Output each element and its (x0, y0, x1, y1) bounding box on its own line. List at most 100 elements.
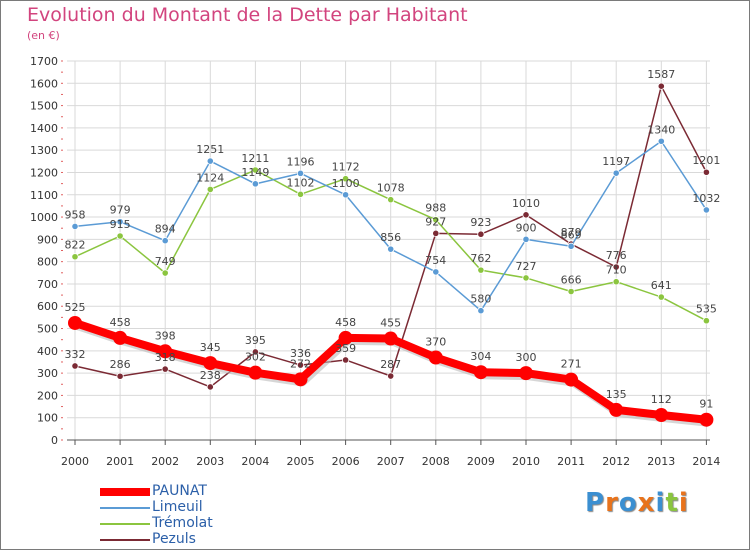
data-label-tremolat: 915 (110, 218, 131, 231)
y-tick-label: 1300 (30, 144, 58, 157)
y-tick-label: 1600 (30, 77, 58, 90)
data-label-pezuls: 286 (110, 358, 131, 371)
point-limeuil (71, 222, 79, 231)
point-limeuil (387, 245, 395, 253)
point-tremolat (251, 166, 259, 174)
data-label-tremolat: 727 (516, 260, 537, 273)
legend-swatch-limeuil (100, 507, 150, 509)
y-tick-label: 300 (37, 367, 58, 380)
y-tick-label: 1000 (30, 211, 58, 224)
point-tremolat (206, 185, 214, 194)
point-pezuls (387, 372, 395, 380)
data-label-limeuil: 1032 (692, 192, 720, 205)
data-label-pezuls: 927 (425, 215, 446, 228)
data-label-tremolat: 1102 (287, 176, 315, 189)
point-limeuil (116, 218, 124, 226)
data-label-limeuil: 1100 (332, 177, 360, 190)
point-paunat (654, 408, 669, 423)
data-label-limeuil: 754 (425, 254, 446, 267)
x-tick-label: 2007 (377, 455, 405, 468)
point-paunat (564, 372, 579, 387)
data-label-tremolat: 988 (425, 202, 446, 215)
data-label-paunat: 345 (200, 341, 221, 354)
data-label-limeuil: 856 (380, 231, 401, 244)
data-label-paunat: 300 (516, 351, 537, 364)
data-label-pezuls: 879 (561, 226, 582, 239)
logo-letter: r (605, 488, 619, 518)
point-pezuls (206, 383, 214, 391)
point-tremolat (387, 196, 395, 204)
data-label-limeuil: 900 (516, 221, 537, 234)
point-tremolat (71, 253, 79, 261)
point-limeuil (296, 169, 305, 177)
data-label-pezuls: 395 (245, 334, 266, 347)
logo-letter: t (665, 488, 679, 518)
point-pezuls (71, 362, 79, 370)
point-pezuls (612, 263, 620, 271)
data-label-limeuil: 1197 (602, 155, 630, 168)
data-label-paunat: 272 (290, 357, 311, 370)
y-tick-label: 1100 (30, 189, 58, 202)
point-pezuls (477, 230, 485, 238)
x-tick-label: 2012 (602, 455, 630, 468)
data-label-tremolat: 710 (606, 264, 627, 277)
point-tremolat (116, 232, 124, 240)
logo-letter: x (637, 488, 656, 518)
data-label-limeuil: 1340 (647, 123, 675, 136)
x-tick-label: 2000 (61, 455, 89, 468)
unit-label: (en €) (27, 29, 60, 42)
point-pezuls (296, 361, 305, 369)
x-tick-label: 2005 (287, 455, 315, 468)
point-limeuil (522, 235, 530, 243)
point-limeuil (432, 268, 440, 276)
data-label-limeuil: 1149 (241, 166, 269, 179)
y-tick-label: 700 (37, 278, 58, 291)
point-pezuls (522, 211, 530, 219)
data-label-pezuls: 318 (155, 351, 176, 364)
chart-title: Evolution du Montant de la Dette par Hab… (27, 4, 468, 26)
point-paunat (383, 331, 398, 346)
data-label-paunat: 271 (561, 358, 582, 371)
point-tremolat (702, 317, 711, 325)
point-tremolat (341, 175, 350, 183)
point-pezuls (702, 168, 711, 176)
point-paunat (113, 330, 128, 345)
point-tremolat (161, 269, 169, 277)
point-tremolat (657, 293, 665, 301)
data-label-paunat: 525 (65, 301, 86, 314)
point-paunat (248, 365, 263, 380)
x-tick-label: 2014 (692, 455, 720, 468)
data-label-tremolat: 1124 (196, 171, 224, 184)
x-tick-label: 2009 (467, 455, 495, 468)
point-tremolat (296, 190, 305, 198)
y-tick-label: 1500 (30, 100, 58, 113)
data-label-limeuil: 869 (561, 228, 582, 241)
data-label-limeuil: 979 (110, 204, 131, 217)
point-limeuil (702, 206, 711, 214)
y-tick-label: 1700 (30, 55, 58, 68)
data-label-limeuil: 958 (65, 208, 86, 221)
point-pezuls (432, 229, 440, 237)
data-label-tremolat: 666 (561, 274, 582, 287)
data-label-pezuls: 238 (200, 369, 221, 382)
data-label-limeuil: 1251 (196, 143, 224, 156)
data-label-tremolat: 1078 (377, 182, 405, 195)
y-tick-label: 900 (37, 233, 58, 246)
point-paunat (473, 365, 488, 380)
data-label-pezuls: 336 (290, 347, 311, 360)
y-tick-label: 1200 (30, 166, 58, 179)
x-tick-label: 2010 (512, 455, 540, 468)
data-label-pezuls: 1010 (512, 197, 540, 210)
data-label-pezuls: 287 (380, 358, 401, 371)
point-limeuil (477, 307, 485, 315)
data-label-paunat: 302 (245, 351, 266, 364)
point-tremolat (432, 216, 440, 224)
x-tick-label: 2004 (241, 455, 269, 468)
y-tick-label: 1400 (30, 122, 58, 135)
x-tick-label: 2011 (557, 455, 585, 468)
data-label-tremolat: 535 (696, 303, 717, 316)
y-tick-label: 0 (51, 434, 58, 447)
data-label-tremolat: 762 (470, 252, 491, 265)
data-label-limeuil: 580 (470, 293, 491, 306)
data-label-tremolat: 1211 (241, 152, 269, 165)
